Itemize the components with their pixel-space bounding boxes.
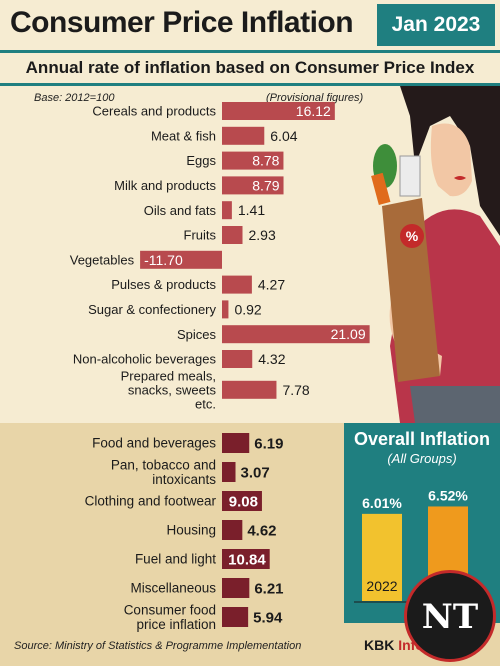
item-value: 2.93: [249, 227, 276, 243]
item-label: Fruits: [184, 228, 217, 243]
group-value: 5.94: [253, 610, 283, 627]
logo-text: NT: [421, 597, 479, 637]
grocery-box-shape: [399, 155, 421, 197]
group-label: Housing: [166, 523, 216, 538]
group-bar: [222, 578, 250, 598]
group-value: 4.62: [247, 523, 276, 540]
group-label: Pan, tobacco and intoxicants: [111, 457, 216, 487]
item-label: Sugar & confectionery: [88, 302, 216, 317]
overall-title: Overall Inflation: [353, 429, 491, 449]
source-note: Source: Ministry of Statistics & Program…: [14, 640, 302, 652]
item-bar: [222, 350, 253, 368]
group-bar: [222, 491, 262, 511]
item-label: Spices: [177, 327, 217, 342]
group-value: 3.07: [241, 465, 270, 482]
provisional-note: (Provisional figures): [266, 92, 364, 104]
item-bar: [222, 102, 335, 120]
overall-subtitle: (All Groups): [387, 451, 457, 466]
credit-prefix: KBK: [364, 637, 399, 653]
subtitle: Annual rate of inflation based on Consum…: [0, 50, 500, 86]
page-title: Consumer Price Inflation: [10, 6, 354, 39]
item-bar: [222, 176, 284, 195]
item-value: 4.32: [258, 351, 285, 367]
percent-sign: %: [406, 228, 419, 244]
item-value: 7.78: [282, 382, 309, 398]
lips-shape: [454, 176, 466, 180]
group-value: 9.08: [229, 494, 258, 511]
header: Consumer Price Inflation Jan 2023: [0, 0, 500, 50]
overall-year: 2022: [366, 578, 397, 594]
item-value: -11.70: [144, 252, 183, 268]
group-value: 6.19: [254, 436, 283, 453]
group-label: Miscellaneous: [130, 581, 216, 596]
overall-value: 6.01%: [362, 495, 402, 511]
item-value: 4.27: [258, 277, 285, 293]
item-bar: [222, 275, 252, 294]
item-bar: [222, 380, 277, 399]
item-bar: [140, 250, 222, 269]
item-label: Vegetables: [70, 252, 135, 267]
item-label: Milk and products: [114, 178, 216, 193]
item-label: Cereals and products: [92, 104, 216, 119]
leg-shape: [410, 386, 500, 423]
bag-shape: [382, 198, 440, 382]
group-bar: [222, 549, 270, 569]
item-value: 0.92: [234, 301, 261, 317]
item-inflation-chart: Cereals and products 16.12 Meat & fish 6.04…: [70, 102, 370, 411]
item-value: 16.12: [296, 103, 331, 119]
group-inflation-chart: Food and beverages 6.19 Pan, tobacco and in…: [85, 433, 284, 632]
item-bar: [222, 325, 370, 344]
group-label: Clothing and footwear: [85, 494, 217, 509]
item-value: 1.41: [238, 202, 265, 218]
item-bar: [222, 126, 265, 145]
overall-value: 6.52%: [428, 487, 468, 503]
group-bar: [222, 462, 236, 482]
group-bar: [222, 607, 249, 627]
nt-logo: NT: [404, 570, 496, 662]
group-label: Consumer food price inflation: [124, 602, 216, 632]
group-bar: [222, 520, 243, 540]
item-label: Pulses & products: [111, 277, 216, 292]
group-bar: [222, 433, 250, 453]
item-label: Meat & fish: [151, 128, 216, 143]
item-value: 8.79: [252, 177, 279, 193]
hair-shape: [400, 86, 500, 236]
percent-sticker: [400, 224, 424, 248]
overall-bar: [362, 513, 402, 601]
group-value: 6.21: [254, 581, 283, 598]
item-label: Eggs: [186, 153, 216, 168]
date-badge: Jan 2023: [377, 4, 495, 46]
item-bar: [222, 226, 243, 244]
item-value: 8.78: [252, 153, 279, 169]
base-note: Base: 2012=100: [34, 92, 115, 104]
group-value: 10.84: [228, 552, 266, 569]
item-bar: [222, 300, 229, 319]
item-bar: [222, 151, 284, 170]
shopper-illustration: %: [371, 86, 500, 423]
carrot-shape: [371, 172, 391, 205]
group-label: Food and beverages: [92, 436, 216, 451]
item-bar: [222, 201, 232, 220]
item-label: Oils and fats: [144, 203, 217, 218]
item-value: 6.04: [270, 128, 297, 144]
item-label: Non-alcoholic beverages: [73, 352, 217, 367]
group-label: Fuel and light: [135, 552, 216, 567]
item-value: 21.09: [331, 326, 366, 342]
item-label: Prepared meals, snacks, sweets etc.: [121, 368, 217, 411]
